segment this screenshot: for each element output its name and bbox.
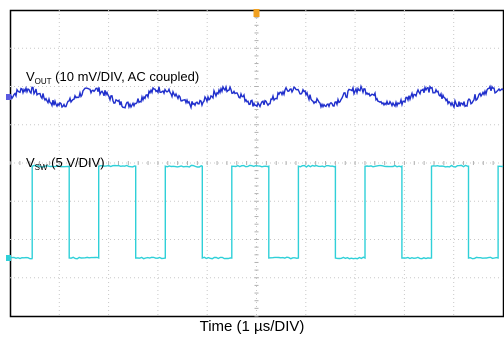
traces [9, 83, 504, 260]
channel-markers [6, 9, 260, 261]
oscilloscope-plot: VOUT (10 mV/DIV, AC coupled) VSW (5 V/DI… [6, 9, 504, 318]
x-axis-label: Time (1 µs/DIV) [199, 318, 305, 335]
trigger-marker [253, 9, 260, 17]
vout-trace [9, 83, 504, 111]
vsw-channel-marker [6, 255, 11, 261]
vout-series-label: VOUT (10 mV/DIV, AC coupled) [26, 69, 199, 86]
vsw-trace [9, 164, 504, 260]
vout-channel-marker [6, 94, 11, 100]
grid [9, 9, 503, 317]
vsw-series-label: VSW (5 V/DIV) [26, 155, 105, 172]
